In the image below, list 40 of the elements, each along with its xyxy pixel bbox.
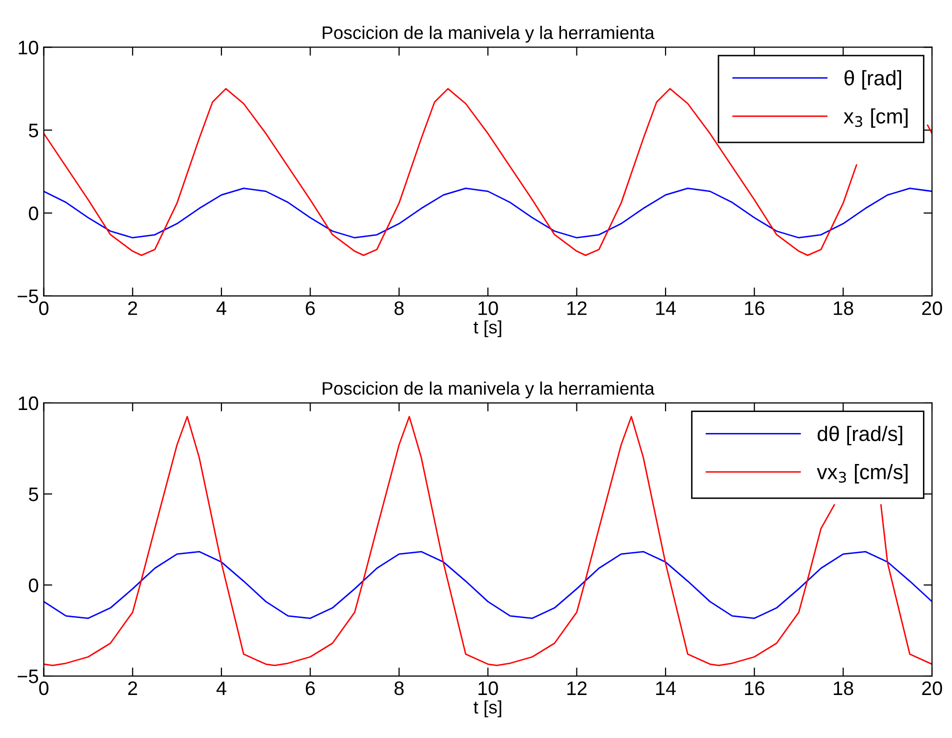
- legend-label: θ [rad]: [844, 70, 902, 90]
- chart-title: Poscicion de la manivela y la herramienta: [322, 26, 655, 43]
- x-axis-title: t [s]: [474, 320, 502, 338]
- chart-title: Poscicion de la manivela y la herramienta: [322, 382, 655, 398]
- x-tick-label: 14: [656, 302, 676, 315]
- y-tick-label: 5: [28, 488, 38, 502]
- x-tick-label: 2: [128, 681, 138, 695]
- x-tick-label: 20: [922, 681, 942, 696]
- x-tick-label: 2: [128, 301, 138, 315]
- x-tick-label: 18: [834, 681, 854, 696]
- x-tick-label: 0: [39, 301, 48, 316]
- y-tick-label: 5: [28, 124, 38, 138]
- legend-label: vx$_{3}$ [cm/s]: [816, 464, 908, 484]
- x-tick-label: 0: [39, 681, 48, 696]
- x-tick-label: 20: [922, 301, 942, 316]
- x-tick-label: 18: [834, 301, 854, 316]
- x-tick-label: 12: [567, 681, 587, 695]
- x-tick-label: 6: [306, 681, 315, 696]
- y-tick-label: −5: [18, 290, 38, 304]
- x-tick-label: 4: [216, 302, 226, 315]
- x-tick-label: 16: [745, 681, 764, 696]
- x-tick-label: 8: [394, 681, 404, 696]
- x-tick-label: 10: [478, 681, 498, 696]
- legend-label: x$_{3}$ [cm]: [844, 108, 908, 128]
- x-tick-label: 10: [478, 301, 498, 316]
- x-tick-label: 4: [216, 682, 226, 695]
- y-tick-label: 0: [28, 578, 38, 592]
- x-axis-title: t [s]: [474, 700, 502, 718]
- y-tick-label: 10: [18, 396, 38, 410]
- x-tick-label: 14: [656, 682, 676, 695]
- y-tick-label: −5: [18, 670, 38, 684]
- line-series: [44, 550, 932, 619]
- x-tick-label: 16: [745, 301, 764, 316]
- x-tick-label: 6: [306, 301, 315, 316]
- line-series: [44, 188, 932, 238]
- y-tick-label: 10: [18, 40, 38, 54]
- x-tick-label: 8: [394, 301, 404, 316]
- y-tick-label: 0: [28, 206, 38, 220]
- x-tick-label: 12: [567, 301, 587, 315]
- legend-label: dθ [rad/s]: [818, 426, 902, 446]
